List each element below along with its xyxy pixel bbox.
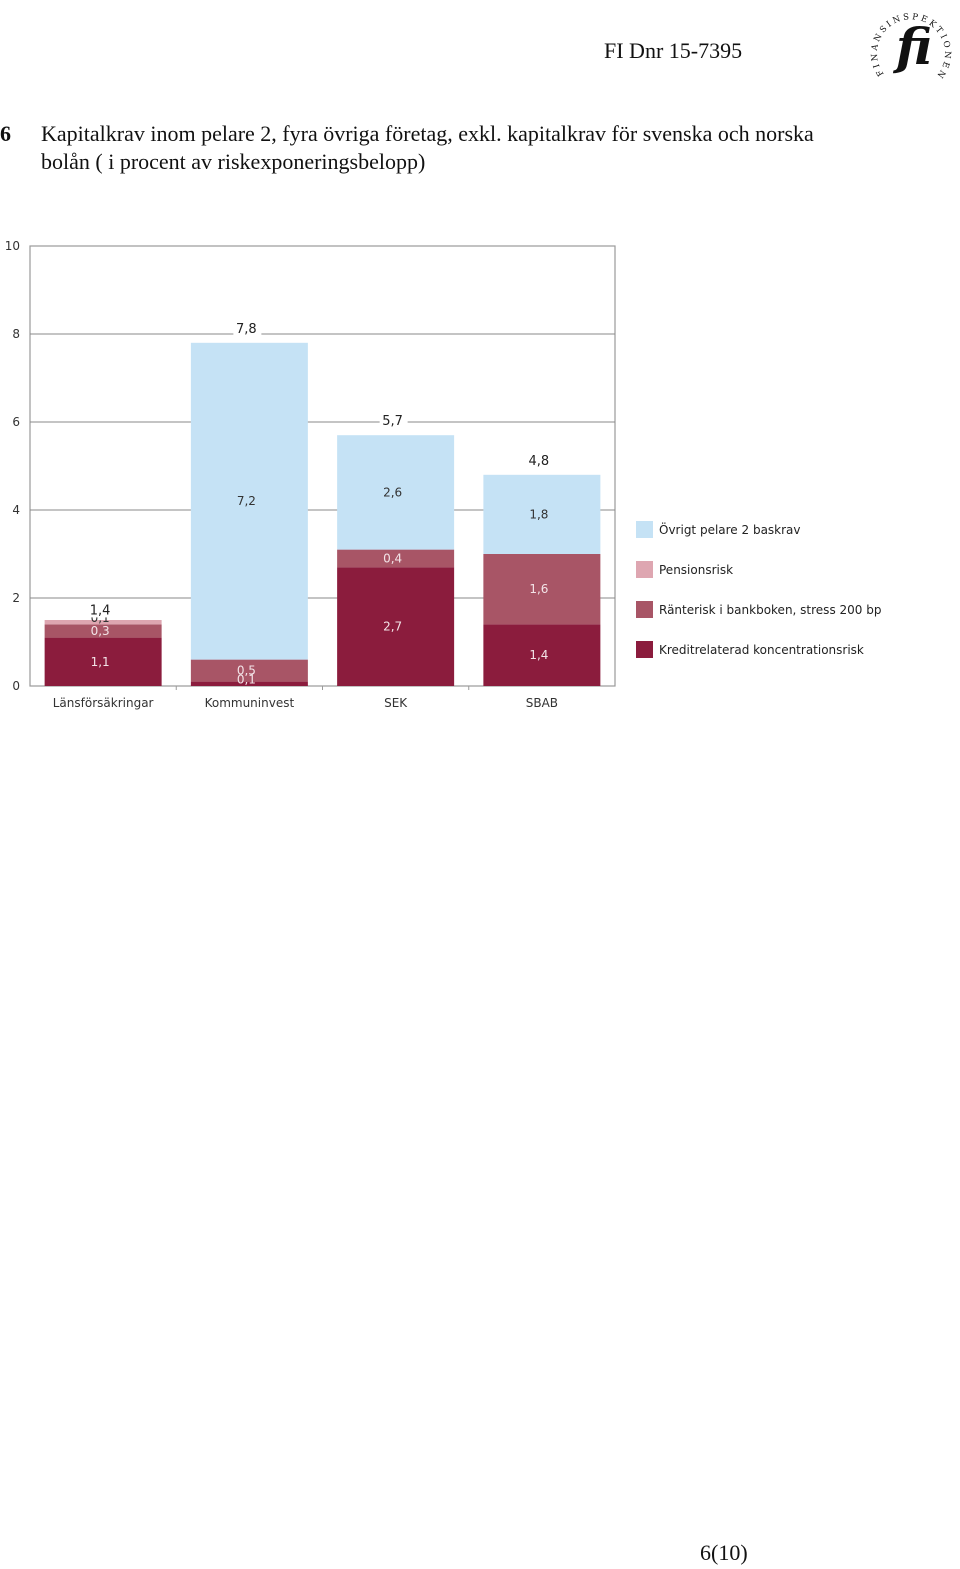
page-number: 6(10) bbox=[700, 1540, 748, 1565]
segment-value-label: 0,5 bbox=[237, 664, 256, 678]
bar-segment bbox=[483, 474, 601, 554]
y-tick-label: 10 bbox=[5, 239, 20, 253]
y-tick-label: 8 bbox=[12, 327, 20, 341]
total-value-label: 4,8 bbox=[529, 454, 550, 469]
bar-segment bbox=[483, 554, 601, 625]
total-label-bg bbox=[379, 413, 408, 429]
legend-label: Övrigt pelare 2 baskrav bbox=[659, 521, 801, 537]
bar-segment bbox=[337, 435, 455, 550]
y-tick-label: 6 bbox=[12, 415, 20, 429]
y-tick-label: 4 bbox=[12, 503, 20, 517]
bar-segment bbox=[44, 624, 162, 638]
segment-value-label: 1,4 bbox=[529, 648, 548, 662]
total-label-bg bbox=[233, 320, 262, 336]
chart-svg: 0 2 4 6 8 10 Länsförsäkringar Kommuninvest SEK SB… bbox=[5, 239, 882, 710]
total-label-bg bbox=[87, 602, 116, 618]
segment-value-label: 0,3 bbox=[91, 624, 110, 638]
legend-label: Ränterisk i bankboken, stress 200 bp bbox=[659, 603, 881, 617]
y-tick-label: 0 bbox=[12, 679, 20, 693]
segment-value-label: 1,1 bbox=[91, 655, 110, 669]
legend-swatch bbox=[636, 601, 653, 618]
bar-segment bbox=[44, 637, 162, 686]
segment-value-label: 1,8 bbox=[529, 507, 548, 521]
bar-segment bbox=[190, 681, 308, 686]
total-label-bg bbox=[525, 452, 554, 468]
segment-value-label: 7,2 bbox=[237, 494, 256, 508]
legend-swatch bbox=[636, 561, 653, 578]
section-title: Kapitalkrav inom pelare 2, fyra övriga f… bbox=[41, 121, 814, 174]
segment-value-label: 0,4 bbox=[383, 551, 402, 565]
bar-segment bbox=[337, 549, 455, 568]
bar-segment bbox=[337, 567, 455, 686]
section-number: 6 bbox=[0, 121, 11, 146]
finansinspektionen-logo: FINANSINSPEKTIONEN fi bbox=[866, 0, 960, 90]
x-tick-label: Länsförsäkringar bbox=[53, 696, 154, 710]
document-reference: FI Dnr 15-7395 bbox=[604, 38, 743, 63]
svg-text:fi: fi bbox=[893, 17, 932, 76]
legend-swatch bbox=[636, 521, 653, 538]
segment-value-label: 2,7 bbox=[383, 620, 402, 634]
legend-label: Kreditrelaterad koncentrationsrisk bbox=[659, 643, 864, 657]
bar-segment bbox=[44, 620, 162, 625]
segment-value-label: 2,6 bbox=[383, 485, 402, 499]
legend-label: Pensionsrisk bbox=[659, 563, 733, 577]
x-tick-label: Kommuninvest bbox=[205, 696, 295, 710]
bar-segment bbox=[483, 624, 601, 686]
x-tick-label: SBAB bbox=[526, 696, 558, 710]
stacked-bar-chart: 0 2 4 6 8 10 Länsförsäkringar Kommuninvest SEK SB… bbox=[0, 230, 960, 730]
x-tick-label: SEK bbox=[384, 696, 408, 710]
legend-swatch bbox=[636, 641, 653, 658]
total-value-label: 5,7 bbox=[382, 414, 403, 429]
segment-value-label: 1,6 bbox=[529, 582, 548, 596]
bar-segment bbox=[190, 659, 308, 682]
y-tick-label: 2 bbox=[12, 591, 20, 605]
total-value-label: 1,4 bbox=[90, 603, 111, 618]
bar-segment bbox=[190, 342, 308, 660]
total-value-label: 7,8 bbox=[236, 322, 257, 337]
segment-value-label: 0,1 bbox=[237, 673, 256, 687]
